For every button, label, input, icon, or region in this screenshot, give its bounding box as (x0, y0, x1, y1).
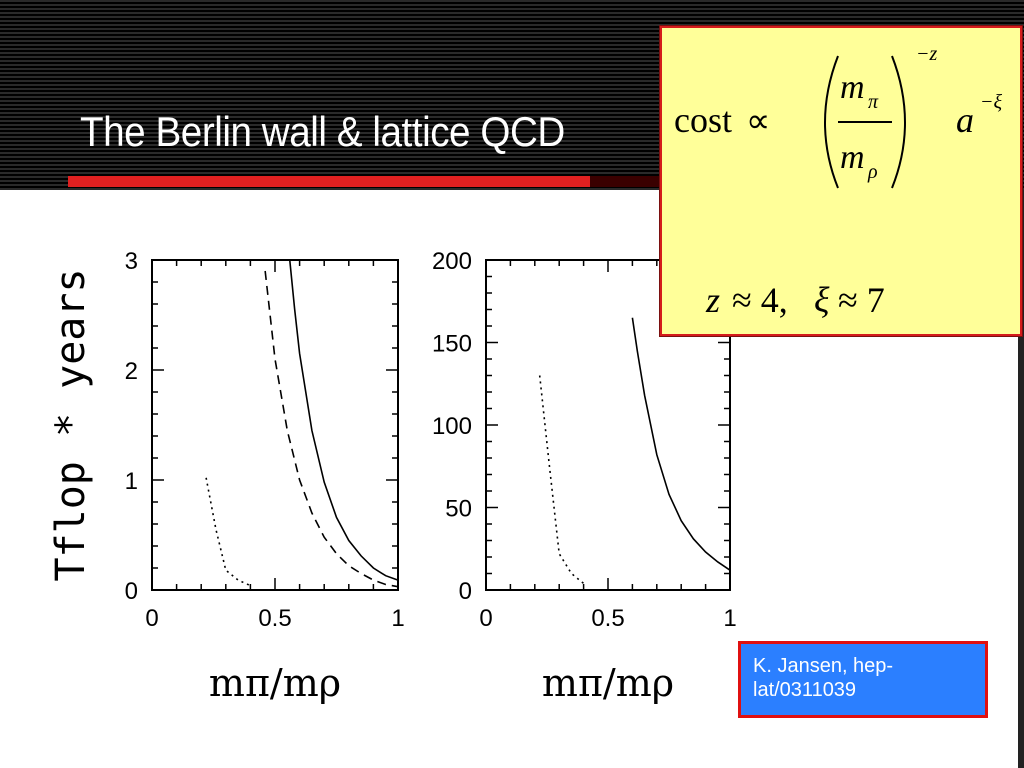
series-dashed-0 (264, 270, 399, 588)
formula-pi: π (868, 91, 879, 113)
x-axis-label-1: mπ/mρ (542, 661, 674, 705)
x-tick-label-1: 0 (479, 605, 492, 632)
formula-propto: ∝ (746, 103, 770, 140)
formula-xi: ξ (814, 280, 830, 320)
x-tick-label-1: 0.5 (591, 605, 624, 632)
formula-m-den: m (840, 139, 865, 176)
x-tick-label-0: 0.5 (258, 605, 291, 632)
formula-exp-xi: −ξ (980, 91, 1002, 113)
y-tick-label-1: 200 (432, 248, 472, 275)
formula-xi-value: ≈ 7 (838, 280, 885, 320)
formula-z-value: ≈ 4, (732, 280, 788, 320)
y-tick-label-1: 100 (432, 413, 472, 440)
series-solid-0 (288, 259, 399, 581)
series-dotted-0 (205, 477, 251, 587)
formula-a: a (956, 100, 974, 140)
formula-z: z (705, 280, 720, 320)
underline-shadow (590, 176, 670, 187)
title-underline (68, 176, 590, 187)
y-tick-label-0: 3 (125, 248, 138, 275)
slide-title: The Berlin wall & lattice QCD (80, 108, 565, 155)
y-tick-label-1: 150 (432, 331, 472, 358)
citation-box: K. Jansen, hep-lat/0311039 (738, 641, 988, 718)
right-edge (1018, 190, 1024, 768)
x-tick-label-0: 1 (391, 605, 404, 632)
plot-frame-0 (151, 259, 399, 591)
formula-svg: cost ∝ m π m ρ −z a −ξ z ≈ 4, ξ ≈ 7 (674, 43, 1002, 320)
formula-exp-z: −z (916, 43, 937, 65)
x-tick-label-0: 0 (145, 605, 158, 632)
y-tick-label-0: 0 (125, 578, 138, 605)
formula-rho: ρ (867, 161, 878, 183)
x-tick-label-1: 1 (723, 605, 736, 632)
y-tick-label-0: 1 (125, 468, 138, 495)
y-tick-label-1: 0 (459, 578, 472, 605)
series-solid-1 (631, 317, 731, 571)
y-tick-label-1: 50 (445, 496, 472, 523)
y-tick-label-0: 2 (125, 358, 138, 385)
y-axis-label-0: Tflop * years (48, 268, 94, 581)
citation-text: K. Jansen, hep-lat/0311039 (753, 655, 894, 701)
series-dotted-1 (538, 375, 585, 585)
formula-m-num: m (840, 69, 865, 106)
formula-box: cost ∝ m π m ρ −z a −ξ z ≈ 4, ξ ≈ 7 (659, 25, 1023, 337)
x-axis-label-0: mπ/mρ (209, 661, 341, 705)
paren-right (891, 55, 906, 189)
paren-left (824, 55, 839, 189)
formula-cost: cost (674, 100, 732, 140)
